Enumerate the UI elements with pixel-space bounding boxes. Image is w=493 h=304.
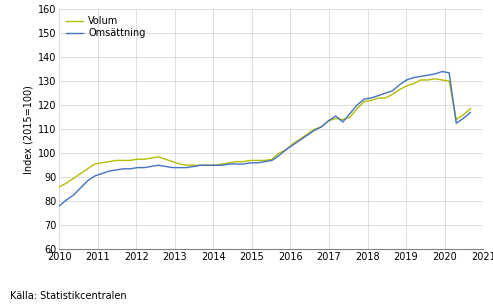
Line: Omsättning: Omsättning [59, 71, 470, 206]
Volum [354, 107, 360, 111]
Volum [56, 185, 62, 189]
Omsättning [354, 103, 360, 107]
Volum [120, 159, 126, 162]
Omsättning [56, 204, 62, 208]
Volum [432, 77, 438, 81]
Legend: Volum, Omsättning: Volum, Omsättning [64, 14, 147, 40]
Omsättning [163, 164, 169, 168]
Volum [70, 177, 76, 180]
Omsättning [439, 70, 445, 73]
Line: Volum: Volum [59, 79, 470, 187]
Volum [269, 157, 275, 161]
Omsättning [70, 193, 76, 197]
Text: Källa: Statistikcentralen: Källa: Statistikcentralen [10, 291, 127, 301]
Volum [99, 161, 105, 165]
Omsättning [269, 159, 275, 162]
Volum [467, 107, 473, 111]
Y-axis label: Index (2015=100): Index (2015=100) [24, 85, 34, 174]
Omsättning [120, 167, 126, 171]
Omsättning [467, 111, 473, 114]
Omsättning [99, 172, 105, 175]
Volum [163, 157, 169, 161]
